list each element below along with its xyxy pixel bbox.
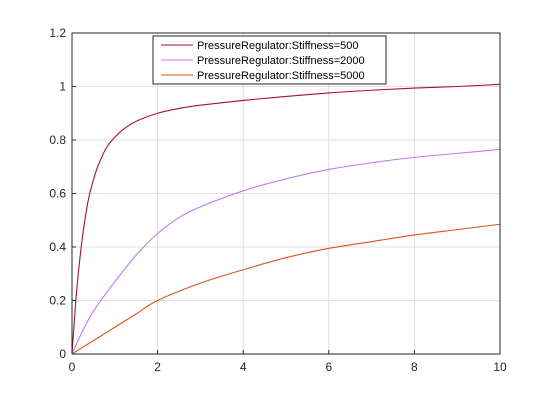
series-line-1 — [71, 148, 501, 355]
ticks: 0 2 4 6 8 10 0 0.2 0.4 0.6 0.8 1 1.2 — [49, 26, 507, 374]
y-tick-label: 0 — [59, 347, 66, 361]
y-tick-label: 1 — [59, 80, 66, 94]
y-tick-label: 0.4 — [49, 240, 66, 254]
legend: PressureRegulator:Stiffness=500 PressureR… — [152, 35, 387, 85]
series-lines — [71, 83, 501, 355]
y-tick-label: 1.2 — [49, 26, 66, 40]
y-tick-label: 0.6 — [49, 187, 66, 201]
x-tick-label: 6 — [325, 360, 332, 374]
x-tick-label: 4 — [240, 360, 247, 374]
x-tick-label: 8 — [411, 360, 418, 374]
x-tick-label: 2 — [154, 360, 161, 374]
y-tick-label: 0.2 — [49, 294, 66, 308]
legend-label-0: PressureRegulator:Stiffness=500 — [197, 40, 359, 52]
y-tick-label: 0.8 — [49, 133, 66, 147]
series-line-2 — [71, 223, 501, 355]
legend-label-2: PressureRegulator:Stiffness=5000 — [197, 70, 365, 82]
x-tick-label: 0 — [69, 360, 76, 374]
x-tick-label: 10 — [493, 360, 507, 374]
legend-label-1: PressureRegulator:Stiffness=2000 — [197, 55, 365, 67]
series-line-0 — [71, 83, 501, 355]
